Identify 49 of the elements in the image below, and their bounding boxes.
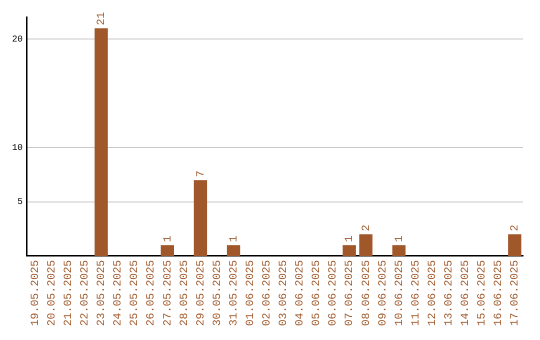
x-tick-label: 09.06.2025 (377, 260, 390, 326)
y-tick-label: 10 (12, 142, 23, 153)
data-label: 2 (360, 224, 373, 232)
x-tick-label: 30.05.2025 (212, 260, 224, 326)
x-tick-label: 14.06.2025 (460, 260, 472, 326)
data-label: 1 (228, 235, 240, 242)
x-tick-label: 15.06.2025 (476, 260, 489, 326)
x-tick-label: 27.05.2025 (162, 260, 174, 326)
x-tick-label: 07.06.2025 (344, 260, 356, 326)
x-tick-label: 01.06.2025 (244, 260, 257, 326)
x-tick-label: 10.06.2025 (394, 260, 406, 326)
x-tick-label: 11.06.2025 (410, 260, 422, 326)
data-label: 1 (344, 235, 356, 242)
x-tick-label: 28.05.2025 (178, 260, 191, 326)
x-tick-label: 08.06.2025 (360, 260, 373, 326)
x-tick-label: 12.06.2025 (426, 260, 439, 326)
y-tick-label: 5 (17, 197, 23, 208)
bar (508, 234, 522, 256)
bar (94, 28, 108, 256)
bar (160, 245, 174, 256)
x-tick-label: 19.05.2025 (30, 260, 42, 326)
x-tick-label: 31.05.2025 (228, 260, 240, 326)
x-tick-label: 26.05.2025 (146, 260, 158, 326)
x-tick-label: 17.06.2025 (510, 260, 522, 326)
x-tick-label: 29.05.2025 (195, 260, 208, 326)
bar (392, 245, 406, 256)
x-tick-label: 16.06.2025 (493, 260, 506, 326)
bar (342, 245, 356, 256)
x-tick-label: 02.06.2025 (262, 260, 274, 326)
bar (359, 234, 372, 256)
data-label: 21 (96, 12, 108, 26)
x-tick-label: 22.05.2025 (80, 260, 92, 326)
x-tick-label: 23.05.2025 (96, 260, 108, 326)
data-label: 1 (394, 235, 406, 242)
x-tick-label: 06.06.2025 (328, 260, 340, 326)
data-label: 7 (195, 170, 208, 178)
x-tick-label: 04.06.2025 (294, 260, 307, 326)
x-tick-label: 05.06.2025 (311, 260, 324, 326)
data-label: 2 (510, 224, 522, 232)
data-label: 1 (162, 235, 174, 242)
bar (226, 245, 240, 256)
bar (194, 180, 208, 256)
x-tick-label: 21.05.2025 (63, 260, 76, 326)
y-tick-label: 20 (12, 34, 23, 44)
x-tick-label: 03.06.2025 (278, 260, 290, 326)
x-tick-label: 20.05.2025 (46, 260, 59, 326)
x-tick-label: 13.06.2025 (443, 260, 456, 326)
x-tick-label: 25.05.2025 (129, 260, 142, 326)
x-tick-label: 24.05.2025 (112, 260, 125, 326)
